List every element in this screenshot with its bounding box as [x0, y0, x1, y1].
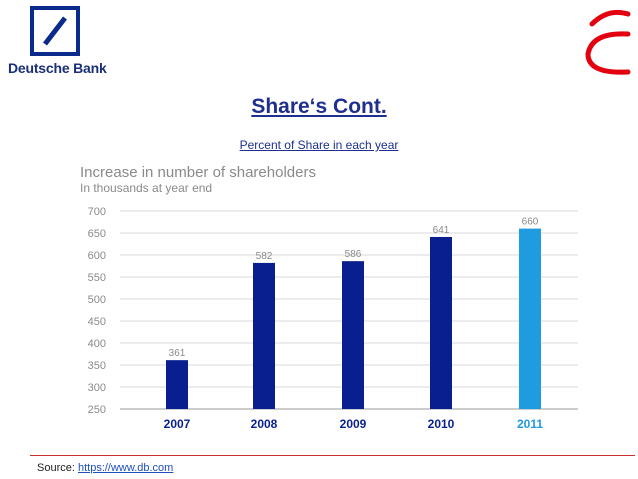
y-tick-label: 300 [88, 382, 106, 394]
x-tick-label: 2008 [251, 417, 278, 431]
y-tick-label: 700 [88, 206, 106, 218]
data-label: 582 [256, 251, 273, 262]
y-tick-label: 250 [88, 404, 106, 416]
x-tick-label: 2010 [428, 417, 455, 431]
data-label: 660 [522, 217, 539, 228]
y-tick-label: 550 [88, 272, 106, 284]
data-label: 641 [433, 225, 450, 236]
brand-name: Deutsche Bank [8, 60, 107, 76]
x-tick-label: 2011 [517, 417, 543, 431]
footer-divider [30, 455, 635, 456]
x-tick-label: 2007 [164, 417, 191, 431]
y-tick-label: 650 [88, 228, 106, 240]
bar [519, 228, 541, 409]
y-tick-label: 600 [88, 250, 106, 262]
data-label: 586 [345, 249, 362, 260]
slide-subtitle: Percent of Share in each year [239, 138, 399, 152]
chart-subtitle: In thousands at year end [80, 181, 213, 195]
y-tick-label: 500 [88, 294, 106, 306]
source-line: Source: https://www.db.com [37, 462, 173, 474]
bar [430, 236, 452, 409]
x-tick-label: 2009 [340, 417, 367, 431]
red-arc-mark-icon [585, 9, 631, 75]
slide-title: Share‘s Cont. [251, 95, 387, 118]
bar [342, 261, 364, 409]
y-tick-label: 350 [88, 360, 106, 372]
deutsche-bank-slash-logo-icon [30, 6, 80, 56]
data-label: 361 [169, 348, 186, 359]
source-link[interactable]: https://www.db.com [77, 462, 174, 474]
y-tick-label: 450 [88, 316, 106, 328]
y-tick-label: 400 [88, 338, 106, 350]
bar [253, 262, 275, 409]
chart-title: Increase in number of shareholders [80, 164, 316, 181]
source-label: Source: [37, 462, 78, 474]
bar [166, 360, 188, 409]
